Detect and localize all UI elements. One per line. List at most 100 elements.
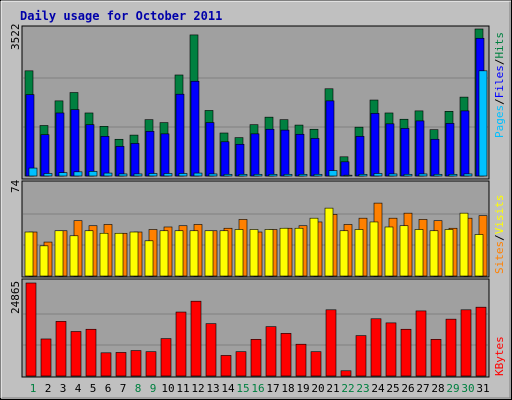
sites-bar [54,230,64,277]
pages-bar [403,174,413,177]
hits-bars [24,28,488,177]
pages-bar [343,174,353,177]
pages-bar [268,174,278,177]
legend-hits: Hits [493,32,506,59]
files-bar [415,120,425,177]
hits-panel: 3522 Pages/Files/Hits [9,24,506,180]
kbytes-bar [85,328,97,377]
day-tick-label: 22 [341,382,354,395]
kbytes-bar [280,333,292,377]
pages-bar [118,173,128,177]
day-tick-label: 11 [176,382,189,395]
sites-bar [399,225,409,277]
visits-max-label: 74 [9,179,22,193]
day-axis: 1 2 3 4 5 6 7 8 9 10 11 12 13 14 15 16 17 18 19 20 21 22 23 24 2… [30,382,490,395]
kbytes-bar [385,322,397,377]
sites-bar [129,231,139,277]
legend-separator: / [493,234,506,241]
files-bar [370,113,380,177]
visits-bars [24,202,488,277]
kbytes-legend: KBytes [493,336,506,376]
day-tick-label: 18 [281,382,294,395]
visits-legend: Sites/Visits [493,195,506,275]
kbytes-bar [445,318,457,377]
pages-bar [433,174,443,177]
files-bar [430,138,440,177]
files-bar [235,143,245,177]
pages-bar [178,173,188,177]
files-bar [25,94,35,177]
sites-bar [384,226,394,277]
sites-bar [174,230,184,277]
files-bar [115,146,125,177]
sites-bar [459,212,469,277]
sites-bar [204,230,214,277]
day-tick-label: 1 [30,382,37,395]
kbytes-bar [235,351,247,377]
files-bar [265,128,275,177]
day-tick-label: 14 [221,382,235,395]
day-tick-label: 4 [75,382,82,395]
legend-files: Files [493,65,506,98]
kbytes-bar [355,335,367,377]
chart-title: Daily usage for October 2011 [20,9,222,23]
sites-bar [144,240,154,277]
sites-bar [114,232,124,277]
sites-bar [339,230,349,277]
files-bar [295,133,305,177]
files-bar [280,129,290,177]
legend-pages: Pages [493,105,506,138]
kbytes-bar [325,309,337,377]
day-tick-label: 31 [476,382,489,395]
files-bar [40,134,50,177]
kbytes-bar [310,351,322,377]
pages-bar [328,170,338,177]
day-tick-label: 28 [431,382,444,395]
pages-bar [133,173,143,177]
pages-bar [163,173,173,177]
pages-bar [88,171,98,177]
day-tick-label: 2 [45,382,52,395]
day-tick-label: 5 [90,382,97,395]
day-tick-label: 9 [150,382,157,395]
files-bar [160,133,170,177]
legend-sites: Sites [493,241,506,274]
files-bar [175,93,185,177]
sites-bar [219,230,229,277]
pages-bar [103,172,113,177]
pages-bar [313,174,323,177]
pages-bar [148,173,158,177]
day-tick-label: 3 [60,382,67,395]
day-tick-label: 20 [311,382,324,395]
day-tick-label: 19 [296,382,309,395]
kbytes-bar [415,310,427,377]
pages-bar [448,174,458,177]
sites-bar [474,234,484,277]
legend-kbytes: KBytes [493,336,506,376]
files-bar [460,110,470,177]
sites-bar [309,217,319,277]
kbytes-bar [100,352,112,377]
day-tick-label: 23 [356,382,369,395]
sites-bar [159,230,169,277]
sites-bar [369,221,379,277]
kbytes-bar [175,311,187,377]
files-bar [220,141,230,177]
pages-bar [73,171,83,177]
sites-bar [324,207,334,277]
kbytes-bar [130,350,142,377]
pages-bar [43,173,53,177]
legend-separator: / [493,59,506,66]
pages-bar [463,173,473,177]
files-bar [400,128,410,177]
kbytes-bar [40,338,52,377]
files-bar [445,123,455,177]
day-tick-label: 15 [236,382,249,395]
sites-bar [24,231,34,277]
legend-visits: Visits [493,195,506,235]
pages-bar [208,173,218,177]
kbytes-bar [145,351,157,377]
day-tick-label: 21 [326,382,339,395]
files-bar [340,161,350,177]
